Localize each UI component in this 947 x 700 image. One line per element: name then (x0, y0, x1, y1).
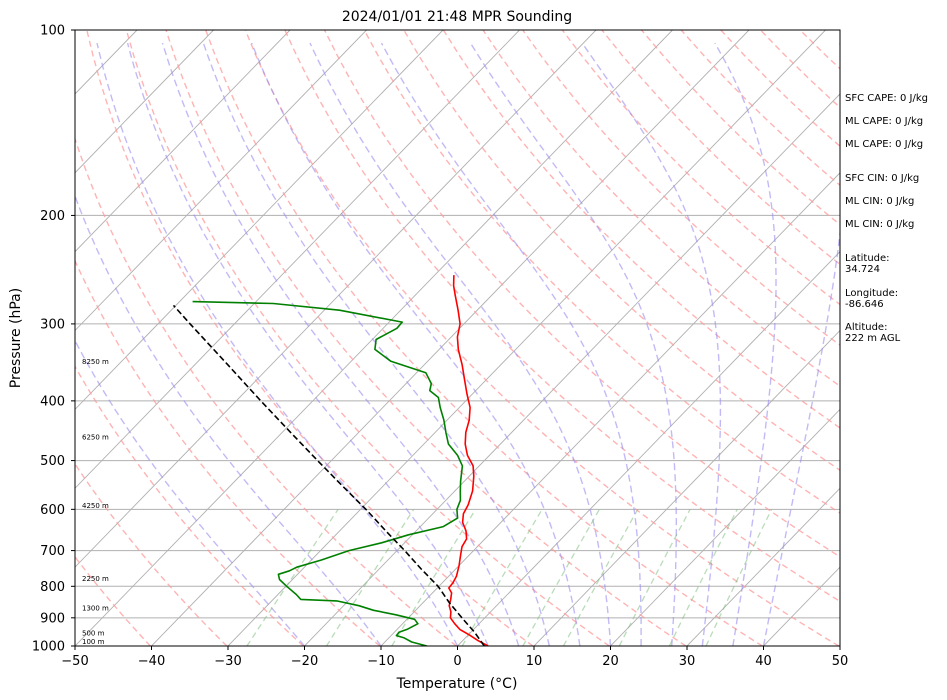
dry-adiabat-line (403, 30, 840, 472)
y-tick-label: 600 (40, 503, 65, 518)
mixing-ratio-line (705, 509, 773, 646)
mixing-ratio-line (668, 509, 738, 646)
dewpoint-profile (192, 300, 464, 646)
dry-adiabat-line (86, 30, 534, 646)
isotherm-line (75, 30, 291, 253)
y-tick-label: 100 (40, 24, 65, 39)
moist-adiabat-line (762, 43, 840, 646)
isotherm-line (75, 30, 214, 174)
x-tick-label: 30 (679, 654, 696, 669)
isotherm-line (686, 487, 840, 646)
isotherm-line (75, 30, 597, 568)
latitude-text: Latitude: 34.724 (845, 253, 890, 275)
dry-adiabat-line (125, 30, 610, 646)
ml-cin-text-2: ML CIN: 0 J/kg (845, 219, 915, 230)
mixing-ratio-line (618, 508, 691, 646)
moist-adiabat-line (581, 42, 722, 646)
height-label: 6250 m (82, 434, 109, 442)
y-tick-label: 500 (40, 454, 65, 469)
y-tick-label: 700 (40, 544, 65, 559)
height-label: 4250 m (82, 502, 109, 510)
x-tick-label: 20 (602, 654, 619, 669)
x-tick-label: −40 (138, 654, 165, 669)
moist-adiabat-line (96, 42, 459, 646)
y-tick-label: 900 (40, 611, 65, 626)
x-tick-label: −10 (367, 654, 394, 669)
x-tick-label: −30 (214, 654, 241, 669)
isotherm-line (75, 30, 673, 646)
height-label: 500 m (82, 630, 105, 638)
y-tick-label: 200 (40, 209, 65, 224)
isotherm-line (304, 93, 840, 646)
height-label: 100 m (82, 638, 105, 646)
moist-adiabat-line (202, 42, 550, 646)
x-tick-label: 0 (453, 654, 461, 669)
moist-adiabat-line (161, 42, 520, 646)
dry-adiabat-line (165, 30, 687, 646)
dry-adiabat-line (205, 30, 763, 646)
isotherm-line (610, 408, 840, 646)
moist-adiabat-line (469, 42, 677, 646)
x-axis-label: Temperature (°C) (396, 676, 518, 692)
moist-adiabat-line (251, 42, 581, 646)
x-tick-label: 10 (526, 654, 543, 669)
sfc-cin-text: SFC CIN: 0 J/kg (845, 173, 920, 184)
dry-adiabat-line (75, 259, 381, 646)
isotherm-line (75, 30, 444, 411)
x-tick-label: 40 (755, 654, 772, 669)
dry-adiabat-line (75, 462, 228, 646)
mixing-ratio-line (391, 508, 477, 646)
isotherm-line (227, 30, 826, 646)
mixing-ratio-line (522, 508, 600, 646)
height-label: 8250 m (82, 358, 109, 366)
y-tick-label: 1000 (32, 640, 65, 655)
isotherm-line (151, 30, 750, 646)
x-tick-label: −50 (61, 654, 88, 669)
parcel-path (172, 304, 485, 646)
temperature-profile (447, 275, 489, 646)
dry-adiabat-line (75, 136, 457, 646)
mixing-ratio-line (325, 508, 415, 646)
mixing-ratio-line (461, 508, 543, 646)
y-tick-label: 800 (40, 580, 65, 595)
dry-adiabat-line (323, 30, 840, 558)
altitude-text: Altitude: 222 m AGL (845, 322, 901, 344)
chart-title: 2024/01/01 21:48 MPR Sounding (342, 9, 572, 25)
longitude-text: Longitude: -86.646 (845, 288, 899, 310)
height-label: 1300 m (82, 605, 109, 613)
moist-adiabat-line (75, 194, 382, 646)
isotherm-line (533, 329, 840, 646)
moist-adiabat-line (714, 42, 777, 646)
ml-cape-text-2: ML CAPE: 0 J/kg (845, 139, 924, 150)
dry-adiabat-line (244, 30, 840, 646)
dry-adiabat-line (284, 30, 840, 603)
isotherm-line (380, 172, 840, 646)
moist-adiabat-line (75, 339, 306, 646)
height-label: 2250 m (82, 575, 109, 583)
ml-cape-text: ML CAPE: 0 J/kg (845, 116, 924, 127)
mixing-ratio-line (562, 508, 639, 646)
dry-adiabat-line (75, 365, 304, 646)
dry-adiabat-line (363, 30, 840, 514)
isotherm-line (75, 30, 367, 332)
sfc-cape-text: SFC CAPE: 0 J/kg (845, 93, 928, 104)
x-tick-label: 50 (832, 654, 849, 669)
dry-adiabat-line (442, 30, 840, 429)
ml-cin-text: ML CIN: 0 J/kg (845, 196, 915, 207)
y-tick-label: 300 (40, 317, 65, 332)
moist-adiabat-line (380, 42, 642, 646)
y-tick-label: 400 (40, 394, 65, 409)
y-axis-label: Pressure (hPa) (8, 288, 24, 388)
isotherm-line (75, 30, 520, 489)
moist-adiabat-line (126, 42, 489, 646)
x-tick-label: −20 (291, 654, 318, 669)
